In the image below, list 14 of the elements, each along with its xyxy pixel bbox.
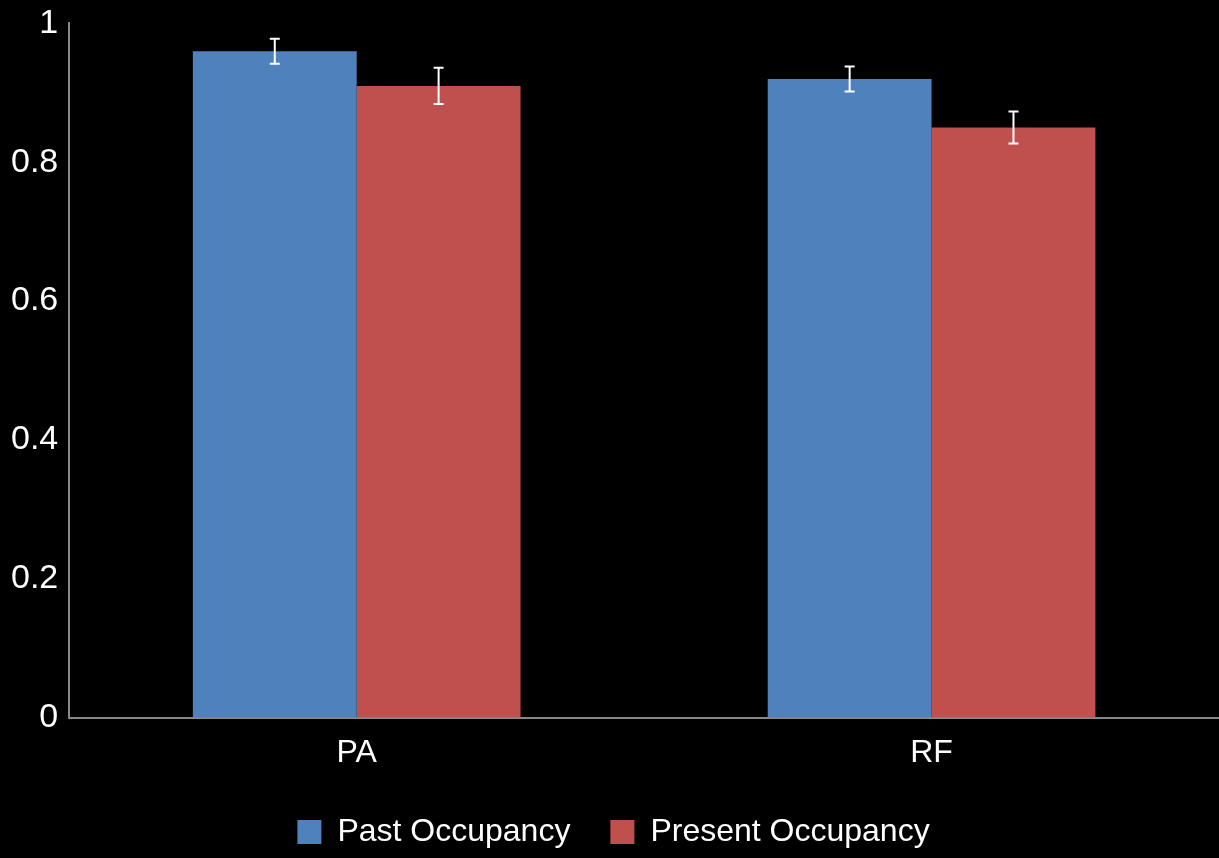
legend-label: Past Occupancy (337, 811, 571, 848)
bar (356, 85, 521, 718)
legend-label: Present Occupancy (650, 811, 930, 848)
y-tick-label: 0.4 (11, 418, 59, 457)
y-tick-label: 0 (39, 695, 59, 734)
y-tick-label: 0.8 (11, 140, 59, 179)
bar (767, 78, 932, 718)
y-tick-label: 1 (39, 1, 59, 40)
bar (931, 127, 1096, 718)
bar (192, 51, 357, 718)
x-tick-label: PA (336, 732, 378, 769)
x-tick-label: RF (910, 732, 953, 769)
y-tick-label: 0.2 (11, 557, 59, 596)
y-tick-label: 0.6 (11, 279, 59, 318)
